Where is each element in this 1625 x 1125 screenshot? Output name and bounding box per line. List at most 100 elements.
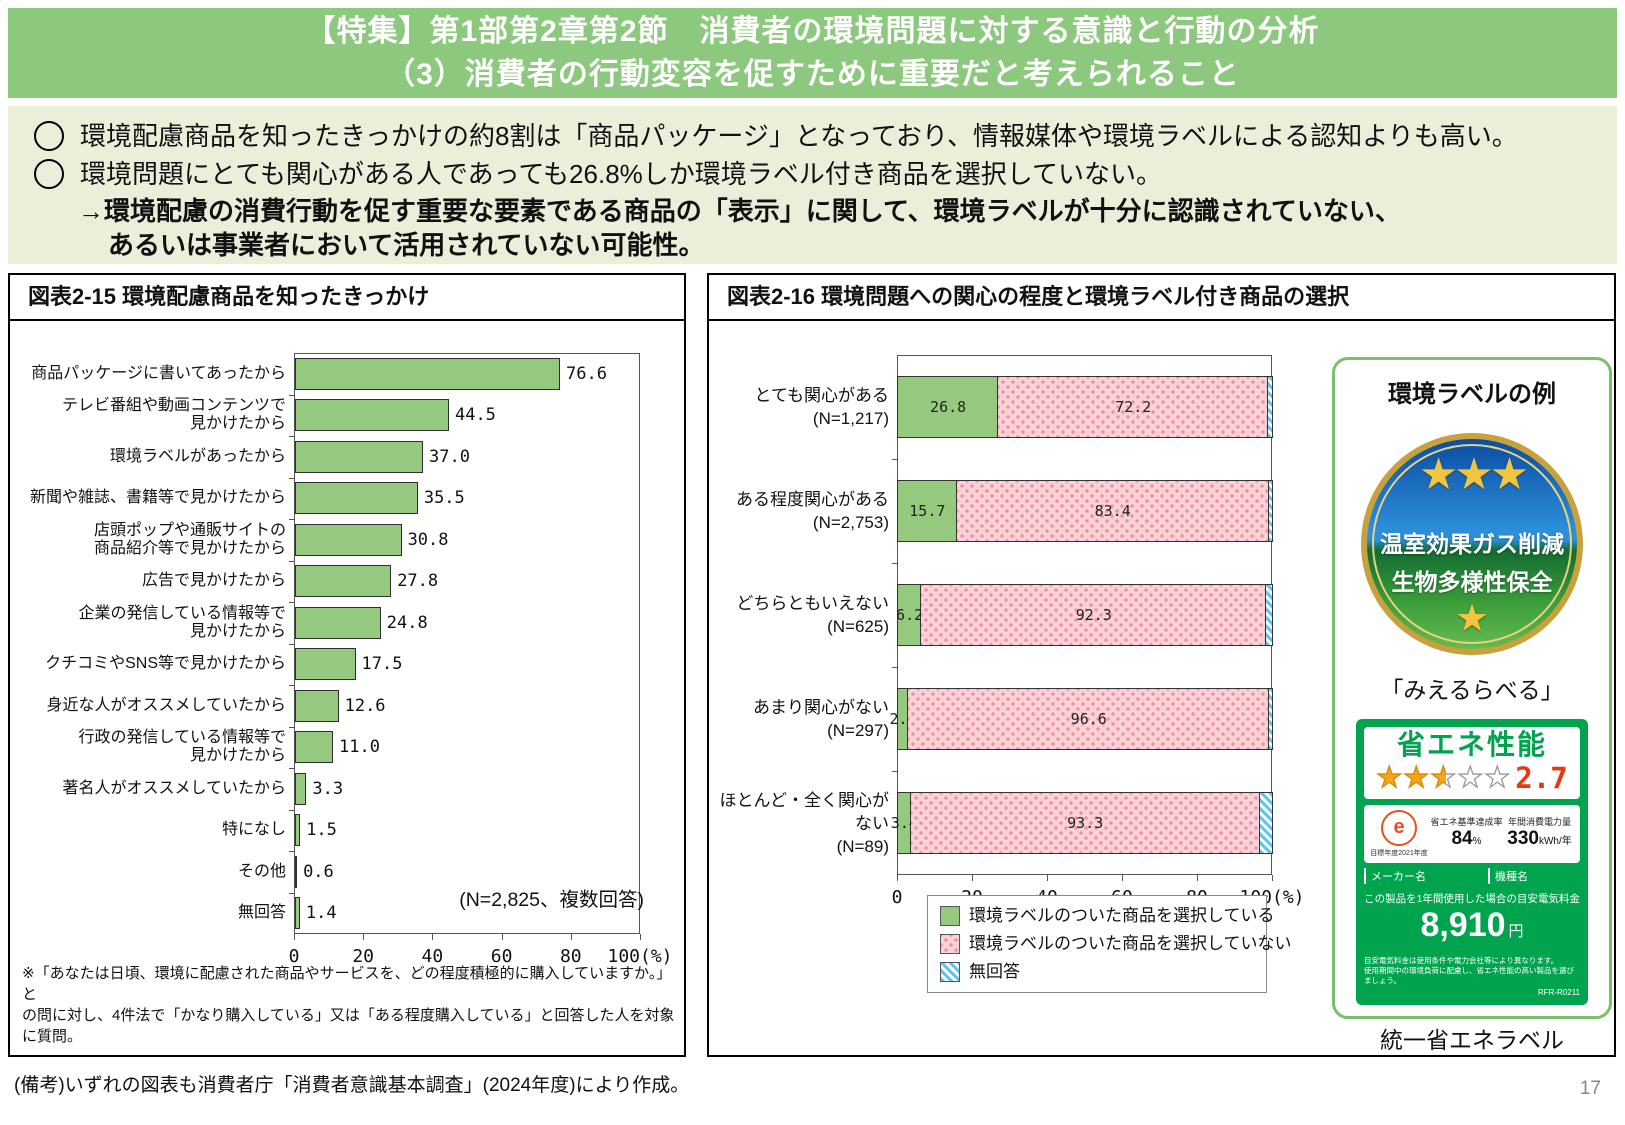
category-label: 企業の発信している情報等で 見かけたから	[78, 604, 286, 640]
segment-pink-dots	[956, 481, 1269, 541]
achievement-rate: 省エネ基準達成率 84%	[1430, 817, 1503, 849]
category-tick	[289, 394, 294, 396]
segment-green	[898, 585, 922, 645]
axis-tick	[1122, 875, 1123, 881]
category-label: 広告で見かけたから	[141, 572, 286, 590]
category-tick	[289, 809, 294, 811]
axis-tick	[1047, 875, 1048, 881]
value-label: 24.8	[386, 612, 428, 633]
page-number: 17	[1579, 1078, 1601, 1099]
figure-2-16-chart: とても関心がある (N=1,217) 26.8 72.2 ある程度関心がある (N=2,7…	[717, 350, 1317, 1010]
category-tick	[289, 560, 294, 562]
segment-blue-hatch	[1269, 689, 1272, 749]
axis-tick-label: 80	[559, 946, 582, 967]
axis-tick-label: 0	[891, 887, 903, 908]
e-mark-icon: e	[1381, 810, 1417, 846]
sample-size-note: (N=2,825、複数回答)	[459, 889, 644, 911]
category-label: 新聞や雑誌、書籍等で見かけたから	[29, 489, 286, 507]
category-label: クチコミやSNS等で見かけたから	[45, 655, 286, 673]
segment-value-label: 92.3	[1075, 606, 1112, 624]
badge-text-biodiversity: 生物多様性保全	[1391, 569, 1553, 595]
category-label: テレビ番組や動画コンテンツで 見かけたから	[61, 397, 286, 433]
segment-value-label: 93.3	[1067, 814, 1104, 832]
fine-print: 目安電気料金は使用条件や電力会社等により異なります。 使用期間中の環境負荷に配慮…	[1364, 956, 1574, 985]
category-tick	[892, 563, 897, 564]
figure-2-15-title: 図表2-15 環境配慮商品を知ったきっかけ	[10, 275, 684, 321]
mieru-label-badge: ★★★ 温室効果ガス削減 生物多様性保全 ★	[1361, 433, 1583, 655]
energy-target-mark: e 目標年度2021年度	[1368, 810, 1430, 858]
stacked-bar: 2.7 96.6	[890, 688, 1273, 750]
category-tick	[289, 685, 294, 686]
category-tick	[892, 771, 897, 772]
maker-model-row: メーカー名 機種名	[1364, 868, 1580, 884]
segment-value-label: 6.2	[896, 606, 924, 624]
category-tick	[892, 667, 897, 668]
category-label: 特になし	[221, 821, 286, 839]
segment-blue-hatch	[1268, 481, 1272, 541]
value-label: 76.6	[566, 363, 607, 384]
env-label-example-box: 環境ラベルの例 ★★★ 温室効果ガス削減 生物多様性保全 ★ 「みえるらべる」 …	[1332, 357, 1612, 1053]
badge-star-icon: ★	[1454, 598, 1490, 640]
axis-tick	[432, 934, 434, 940]
energy-label-header: 省エネ性能 ★★★★★ ★★★★★ 2.7	[1364, 727, 1580, 799]
bar	[295, 606, 381, 639]
category-tick	[289, 726, 294, 728]
header-title-line2: （3）消費者の行動変容を促すために重要だと考えられること	[385, 58, 1240, 91]
page-header: 【特集】第1部第2章第2節 消費者の環境問題に対する意識と行動の分析 （3）消費…	[8, 8, 1617, 98]
category-label: 行政の発信している情報等で 見かけたから	[78, 729, 286, 765]
bar	[295, 731, 334, 764]
example-box-title: 環境ラベルの例	[1388, 381, 1556, 408]
source-note: (備考)いずれの図表も消費者庁「消費者意識基本調査」(2024年度)により作成。	[14, 1075, 690, 1096]
value-label: 1.4	[305, 903, 337, 924]
category-label: 店頭ポップや通販サイトの 商品紹介等で見かけたから	[93, 521, 286, 557]
badge-stars-icon: ★★★	[1418, 450, 1529, 499]
value-label: 37.0	[429, 446, 470, 467]
annual-consumption: 年間消費電力量 330kWh/年	[1507, 817, 1572, 849]
figure-2-16-title: 図表2-16 環境問題への関心の程度と環境ラベル付き商品の選択	[709, 275, 1614, 321]
bar	[295, 399, 449, 432]
figure-2-16-panel: 図表2-16 環境問題への関心の程度と環境ラベル付き商品の選択 とても関心がある…	[707, 273, 1616, 1057]
segment-pink-dots	[910, 793, 1260, 853]
bar	[295, 440, 424, 473]
value-label: 17.5	[361, 654, 403, 675]
energy-label-caption: 統一省エネラベル	[1380, 1027, 1564, 1053]
summary-bullet-1-text: 環境配慮商品を知ったきっかけの約8割は「商品パッケージ」となっており、情報媒体や…	[80, 121, 1518, 151]
category-label: ほとんど・全く関心がない (N=89)	[719, 790, 890, 856]
star-rating-icon: ★★★★★ ★★★★★	[1376, 761, 1512, 794]
segment-value-label: 83.4	[1094, 502, 1131, 520]
segment-value-label: 72.2	[1115, 398, 1152, 416]
segment-pink-dots	[921, 585, 1267, 645]
axis-tick	[1197, 875, 1198, 881]
annual-cost: 8,910 円	[1420, 906, 1524, 944]
legend-swatch-blue	[940, 962, 960, 982]
energy-label-heading: 省エネ性能	[1396, 729, 1547, 760]
summary-bullet-2: 環境問題にとても関心がある人であっても26.8%しか環境ラベル付き商品を選択して…	[34, 156, 1617, 192]
category-label: とても関心がある (N=1,217)	[754, 386, 889, 428]
segment-green	[898, 793, 911, 853]
stacked-bar: 26.8 72.2	[897, 376, 1273, 438]
segment-value-label: 26.8	[930, 398, 967, 416]
category-label: 著名人がオススメしていたから	[62, 779, 286, 797]
segment-pink-dots	[998, 377, 1269, 437]
category-label: あまり関心がない (N=297)	[753, 698, 889, 740]
segment-green	[898, 481, 957, 541]
header-title-line1: 【特集】第1部第2章第2節 消費者の環境問題に対する意識と行動の分析	[305, 15, 1320, 48]
segment-blue-hatch	[1266, 585, 1272, 645]
category-tick	[289, 519, 294, 520]
legend-item-selected: 環境ラベルのついた商品を選択している	[940, 902, 1275, 930]
summary-bullet-2-text: 環境問題にとても関心がある人であっても26.8%しか環境ラベル付き商品を選択して…	[80, 159, 1163, 189]
bar	[295, 855, 298, 888]
segment-pink-dots	[908, 689, 1270, 749]
category-tick	[289, 477, 294, 479]
category-label: どちらともいえない (N=625)	[736, 594, 889, 636]
value-label: 0.6	[303, 861, 334, 882]
summary-section: 環境配慮商品を知ったきっかけの約8割は「商品パッケージ」となっており、情報媒体や…	[8, 106, 1617, 264]
category-label: 無回答	[237, 904, 286, 922]
bar	[295, 772, 307, 805]
value-label: 12.6	[344, 695, 386, 716]
category-label: 商品パッケージに書いてあったから	[31, 364, 286, 382]
badge-text-ghg: 温室効果ガス削減	[1380, 531, 1564, 557]
mieru-label-caption: 「みえるらべる」	[1380, 677, 1564, 703]
category-label: 身近な人がオススメしていたから	[46, 696, 286, 714]
energy-saving-label: 省エネ性能 ★★★★★ ★★★★★ 2.7 e 目標年度2021年度 省エネ基準…	[1356, 719, 1588, 1005]
